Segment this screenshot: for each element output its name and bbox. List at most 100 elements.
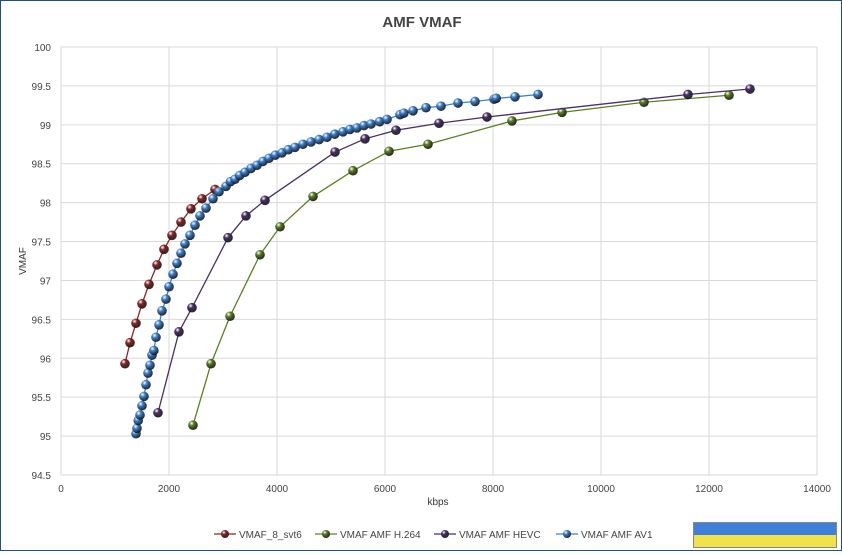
data-point <box>308 191 318 202</box>
y-tick-label: 98.5 <box>32 160 52 171</box>
y-tick-label: 96.5 <box>32 315 52 326</box>
data-point <box>201 203 211 213</box>
data-point <box>360 134 370 144</box>
data-point <box>482 112 492 122</box>
x-tick-label: 6000 <box>374 484 397 495</box>
data-point <box>683 89 693 100</box>
data-point <box>434 118 444 129</box>
data-point <box>223 232 233 243</box>
data-point <box>330 147 340 157</box>
y-tick-label: 100 <box>34 43 51 54</box>
y-axis-label: VMAF <box>18 247 29 275</box>
data-point <box>290 142 300 153</box>
legend-item: VMAF AMF AV1 <box>556 530 653 541</box>
legend-marker <box>441 530 449 538</box>
data-point <box>374 116 385 127</box>
data-point <box>384 146 394 157</box>
y-tick-label: 96 <box>40 354 52 365</box>
data-point <box>206 358 216 369</box>
legend-marker <box>322 530 330 538</box>
data-point <box>408 106 418 116</box>
data-point <box>137 400 147 411</box>
y-tick-label: 95 <box>40 432 52 443</box>
data-point <box>159 244 169 255</box>
data-point <box>470 96 480 107</box>
data-point <box>141 379 151 390</box>
data-point <box>745 84 755 94</box>
x-tick-label: 14000 <box>803 484 831 495</box>
data-point <box>131 318 141 329</box>
legend-marker <box>221 530 229 538</box>
y-tick-label: 97 <box>40 276 52 287</box>
data-point <box>132 423 142 434</box>
y-tick-label: 97.5 <box>32 238 52 249</box>
data-point <box>152 260 162 270</box>
legend-label: VMAF AMF AV1 <box>581 530 653 541</box>
data-point <box>453 98 463 108</box>
chart-title: AMF VMAF <box>382 14 461 31</box>
y-tick-label: 98 <box>40 199 52 210</box>
data-point <box>172 258 182 269</box>
data-point <box>195 211 205 221</box>
legend-item: VMAF AMF H.264 <box>315 530 421 541</box>
data-point <box>154 320 164 330</box>
data-point <box>151 332 161 343</box>
data-point <box>507 116 517 126</box>
x-tick-label: 0 <box>58 484 64 495</box>
data-point <box>120 358 130 369</box>
legend-label: VMAF_8_svt6 <box>239 530 302 541</box>
data-point <box>382 114 392 125</box>
data-point <box>557 107 567 118</box>
data-point <box>225 311 235 322</box>
y-tick-label: 94.5 <box>32 471 52 482</box>
y-tick-label: 99.5 <box>32 82 52 93</box>
y-tick-label: 95.5 <box>32 393 52 404</box>
data-point <box>436 101 446 111</box>
data-point <box>185 230 195 241</box>
data-point <box>255 249 265 260</box>
watermark-logo <box>693 522 837 548</box>
data-point <box>188 420 198 430</box>
data-point <box>161 294 171 304</box>
data-point <box>143 368 153 378</box>
x-tick-label: 10000 <box>587 484 615 495</box>
legend-label: VMAF AMF HEVC <box>459 530 541 541</box>
data-point <box>533 89 543 100</box>
data-point <box>145 360 155 371</box>
x-tick-label: 4000 <box>266 484 289 495</box>
data-point <box>135 410 145 420</box>
data-point <box>322 132 332 143</box>
data-point <box>197 193 207 204</box>
data-point <box>137 299 147 309</box>
data-point <box>167 230 177 241</box>
data-point <box>187 302 197 313</box>
data-point <box>125 337 135 348</box>
data-point <box>391 125 401 136</box>
data-point <box>153 407 163 418</box>
data-point <box>149 345 159 356</box>
series-3 <box>131 89 543 439</box>
data-point <box>348 165 358 176</box>
data-point <box>168 269 178 280</box>
data-point <box>180 239 190 249</box>
y-tick-label: 99 <box>40 121 52 132</box>
x-tick-label: 8000 <box>482 484 505 495</box>
data-point <box>241 211 251 221</box>
x-tick-label: 12000 <box>695 484 723 495</box>
legend-item: VMAF_8_svt6 <box>214 530 302 541</box>
data-point <box>314 134 324 145</box>
series-2 <box>153 84 755 418</box>
data-point <box>510 92 520 102</box>
data-point <box>306 137 316 147</box>
data-point <box>329 129 340 139</box>
data-point <box>174 327 184 337</box>
data-point <box>190 220 200 231</box>
data-point <box>139 391 149 402</box>
data-point <box>186 204 196 214</box>
data-point <box>164 281 174 292</box>
data-point <box>208 193 218 204</box>
data-point <box>176 248 186 259</box>
data-point <box>260 195 270 206</box>
